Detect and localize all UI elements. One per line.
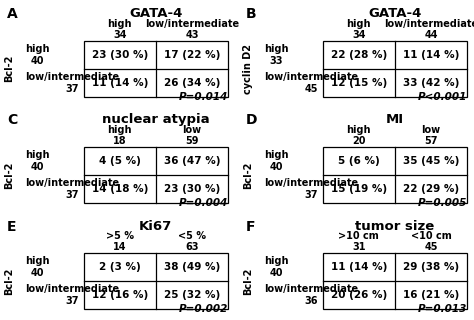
Bar — [84, 253, 228, 309]
Text: 36 (47 %): 36 (47 %) — [164, 156, 220, 166]
Text: 22 (28 %): 22 (28 %) — [331, 50, 387, 60]
Text: 23 (30 %): 23 (30 %) — [91, 50, 148, 60]
Bar — [323, 41, 467, 97]
Text: P=0.013: P=0.013 — [418, 304, 467, 314]
Text: GATA-4: GATA-4 — [368, 7, 421, 20]
Text: high
40: high 40 — [25, 256, 50, 278]
Text: >5 %
14: >5 % 14 — [106, 231, 134, 252]
Text: low
59: low 59 — [182, 125, 201, 146]
Text: tumor size: tumor size — [355, 220, 435, 233]
Text: low/intermediate
37: low/intermediate 37 — [25, 284, 119, 306]
Text: high
40: high 40 — [264, 256, 289, 278]
Text: GATA-4: GATA-4 — [129, 7, 182, 20]
Text: <10 cm
45: <10 cm 45 — [410, 231, 451, 252]
Text: cyclin D2: cyclin D2 — [243, 44, 253, 94]
Text: 15 (19 %): 15 (19 %) — [331, 184, 387, 194]
Bar — [84, 41, 228, 97]
Text: low/intermediate
43: low/intermediate 43 — [145, 19, 239, 40]
Text: P=0.002: P=0.002 — [179, 304, 228, 314]
Text: nuclear atypia: nuclear atypia — [102, 114, 210, 126]
Text: P<0.001: P<0.001 — [418, 92, 467, 102]
Text: low/intermediate
37: low/intermediate 37 — [25, 178, 119, 200]
Text: 14 (18 %): 14 (18 %) — [91, 184, 148, 194]
Text: high
18: high 18 — [108, 125, 132, 146]
Text: 26 (34 %): 26 (34 %) — [164, 78, 220, 88]
Text: 25 (32 %): 25 (32 %) — [164, 290, 220, 300]
Text: Bcl-2: Bcl-2 — [4, 161, 14, 188]
Text: high
40: high 40 — [264, 150, 289, 172]
Text: 38 (49 %): 38 (49 %) — [164, 262, 220, 272]
Text: high
33: high 33 — [264, 44, 289, 66]
Text: high
34: high 34 — [346, 19, 371, 40]
Text: 17 (22 %): 17 (22 %) — [164, 50, 220, 60]
Text: Ki67: Ki67 — [139, 220, 173, 233]
Text: 12 (15 %): 12 (15 %) — [331, 78, 387, 88]
Text: C: C — [7, 114, 17, 127]
Text: low/intermediate
45: low/intermediate 45 — [264, 72, 358, 93]
Text: low/intermediate
36: low/intermediate 36 — [264, 284, 358, 306]
Text: 4 (5 %): 4 (5 %) — [99, 156, 141, 166]
Text: low
57: low 57 — [421, 125, 440, 146]
Text: 5 (6 %): 5 (6 %) — [338, 156, 380, 166]
Text: A: A — [7, 7, 18, 21]
Text: 35 (45 %): 35 (45 %) — [403, 156, 459, 166]
Text: >10 cm
31: >10 cm 31 — [338, 231, 379, 252]
Text: 33 (42 %): 33 (42 %) — [403, 78, 459, 88]
Text: 20 (26 %): 20 (26 %) — [331, 290, 387, 300]
Text: high
20: high 20 — [346, 125, 371, 146]
Text: low/intermediate
37: low/intermediate 37 — [264, 178, 358, 200]
Text: high
40: high 40 — [25, 44, 50, 66]
Text: F: F — [246, 220, 255, 234]
Text: low/intermediate
37: low/intermediate 37 — [25, 72, 119, 93]
Text: 11 (14 %): 11 (14 %) — [91, 78, 148, 88]
Bar — [84, 147, 228, 203]
Text: B: B — [246, 7, 256, 21]
Text: D: D — [246, 114, 257, 127]
Text: high
34: high 34 — [108, 19, 132, 40]
Text: E: E — [7, 220, 17, 234]
Text: Bcl-2: Bcl-2 — [243, 267, 253, 295]
Text: 29 (38 %): 29 (38 %) — [403, 262, 459, 272]
Text: 16 (21 %): 16 (21 %) — [403, 290, 459, 300]
Text: P=0.004: P=0.004 — [179, 198, 228, 208]
Text: Bcl-2: Bcl-2 — [4, 267, 14, 295]
Text: Bcl-2: Bcl-2 — [4, 55, 14, 83]
Text: MI: MI — [386, 114, 404, 126]
Text: P=0.014: P=0.014 — [179, 92, 228, 102]
Text: Bcl-2: Bcl-2 — [243, 161, 253, 188]
Bar — [323, 147, 467, 203]
Text: 22 (29 %): 22 (29 %) — [403, 184, 459, 194]
Text: P=0.005: P=0.005 — [418, 198, 467, 208]
Text: 23 (30 %): 23 (30 %) — [164, 184, 220, 194]
Text: low/intermediate
44: low/intermediate 44 — [384, 19, 474, 40]
Text: <5 %
63: <5 % 63 — [178, 231, 206, 252]
Bar — [323, 253, 467, 309]
Text: 12 (16 %): 12 (16 %) — [91, 290, 148, 300]
Text: 11 (14 %): 11 (14 %) — [330, 262, 387, 272]
Text: 2 (3 %): 2 (3 %) — [99, 262, 141, 272]
Text: high
40: high 40 — [25, 150, 50, 172]
Text: 11 (14 %): 11 (14 %) — [403, 50, 459, 60]
